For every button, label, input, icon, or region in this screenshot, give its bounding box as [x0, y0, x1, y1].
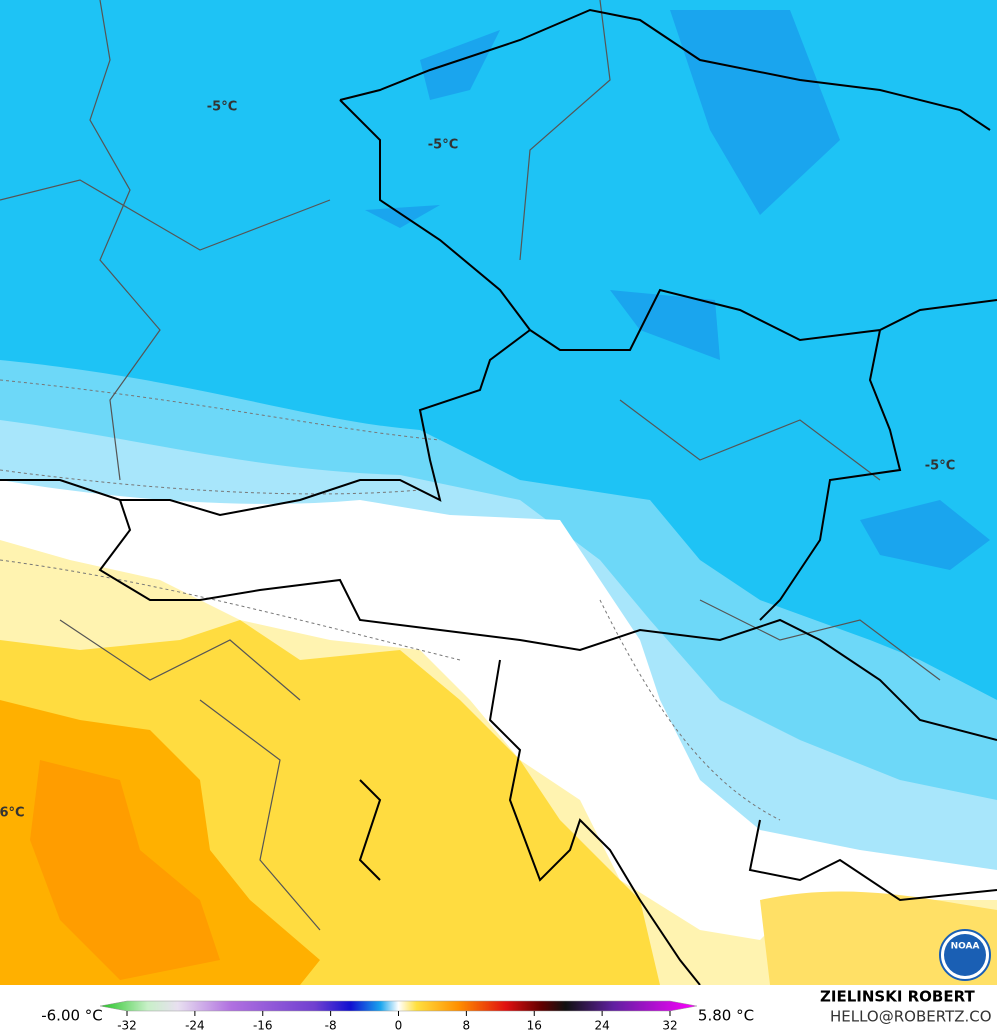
colorbar-tick-label: -32: [117, 1019, 137, 1033]
colorbar-tick-label: 24: [594, 1019, 609, 1033]
colorbar-tick-label: 16: [527, 1019, 542, 1033]
colorbar-tick-label: -8: [325, 1019, 337, 1033]
noaa-logo: NOAA: [939, 929, 991, 981]
colorbar-tick-label: 8: [463, 1019, 471, 1033]
contour-label: -5°C: [925, 459, 955, 474]
contour-label: -5°C: [207, 100, 237, 115]
colorbar-tick-label: -24: [185, 1019, 205, 1033]
credit-name: ZIELINSKI ROBERT: [820, 988, 975, 1006]
logo-text: NOAA: [951, 942, 980, 952]
colorbar-tick-label: 0: [395, 1019, 403, 1033]
max-label: 5.80 °C: [698, 1007, 754, 1025]
colorbar: -32 -24 -16 -8 0 8 16 24 32: [99, 1000, 698, 1033]
map: [0, 0, 997, 985]
contour-label: -5°C: [428, 138, 458, 153]
contour-label: 6°C: [0, 806, 25, 821]
colorbar-tick-label: 32: [662, 1019, 677, 1033]
colorbar-tick-label: -16: [253, 1019, 273, 1033]
min-label: -6.00 °C: [41, 1007, 103, 1025]
colorbar-fill: [99, 1000, 698, 1012]
credit-email: HELLO@ROBERTZ.CO: [830, 1008, 992, 1026]
